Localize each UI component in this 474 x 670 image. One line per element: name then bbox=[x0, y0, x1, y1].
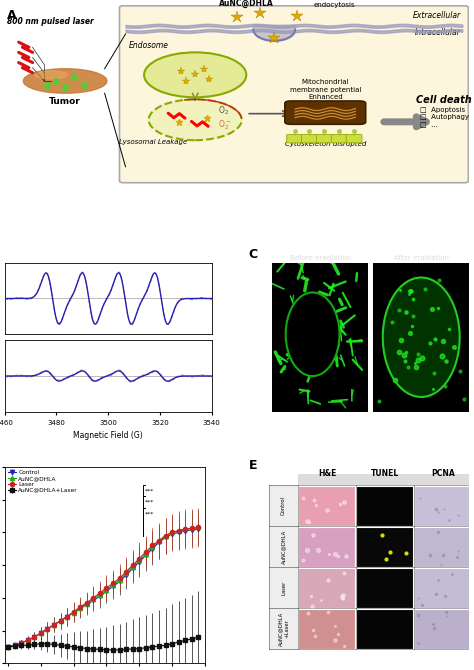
Bar bbox=[414, 609, 471, 649]
Text: ***: *** bbox=[145, 488, 155, 493]
Ellipse shape bbox=[35, 71, 67, 79]
Legend: Control, AuNC@DHLA, Laser, AuNC@DHLA+Laser: Control, AuNC@DHLA, Laser, AuNC@DHLA+Las… bbox=[8, 470, 78, 492]
Text: Endosome: Endosome bbox=[129, 42, 169, 50]
Text: Extracellular: Extracellular bbox=[413, 11, 461, 19]
Text: AuNC@DHLA
+Laser: AuNC@DHLA +Laser bbox=[278, 612, 289, 646]
Text: Intracellular: Intracellular bbox=[415, 28, 461, 37]
Bar bbox=[269, 608, 298, 649]
Text: □  Apoptosis: □ Apoptosis bbox=[420, 107, 465, 113]
Text: H&E: H&E bbox=[318, 468, 336, 478]
Text: O$_2$: O$_2$ bbox=[219, 105, 229, 117]
Text: O$_2^-$: O$_2^-$ bbox=[219, 118, 231, 131]
Text: ***: *** bbox=[145, 511, 155, 516]
Bar bbox=[414, 527, 471, 567]
Text: Tumor: Tumor bbox=[49, 97, 81, 107]
Circle shape bbox=[286, 293, 339, 376]
Bar bbox=[269, 485, 298, 526]
Bar bbox=[269, 567, 298, 608]
FancyBboxPatch shape bbox=[285, 101, 365, 124]
Text: AuNC@DHLA: AuNC@DHLA bbox=[219, 0, 273, 9]
Text: Control: Control bbox=[281, 496, 286, 515]
Text: TUNEL: TUNEL bbox=[371, 468, 399, 478]
Circle shape bbox=[149, 99, 242, 140]
Title: Before irradiation: Before irradiation bbox=[290, 255, 351, 261]
Bar bbox=[298, 609, 355, 649]
Circle shape bbox=[144, 52, 246, 97]
Ellipse shape bbox=[23, 69, 107, 93]
FancyBboxPatch shape bbox=[301, 135, 318, 143]
FancyBboxPatch shape bbox=[331, 135, 347, 143]
Text: ***: *** bbox=[145, 500, 155, 505]
Bar bbox=[298, 486, 355, 526]
Text: Cytoskeleton disrupted: Cytoskeleton disrupted bbox=[284, 141, 366, 147]
Text: PCNA: PCNA bbox=[431, 468, 455, 478]
Text: C: C bbox=[248, 248, 257, 261]
Bar bbox=[356, 527, 413, 567]
Text: A: A bbox=[7, 9, 17, 23]
Text: □  ...: □ ... bbox=[420, 122, 438, 128]
X-axis label: Magnetic Field (G): Magnetic Field (G) bbox=[73, 431, 143, 440]
Bar bbox=[414, 486, 471, 526]
Bar bbox=[298, 474, 472, 485]
Text: E: E bbox=[249, 459, 257, 472]
Bar bbox=[356, 609, 413, 649]
FancyBboxPatch shape bbox=[287, 135, 302, 143]
Bar bbox=[269, 526, 298, 567]
Text: □  Autophagy: □ Autophagy bbox=[420, 115, 469, 121]
Bar bbox=[356, 486, 413, 526]
Text: 800 nm pulsed laser: 800 nm pulsed laser bbox=[7, 17, 94, 26]
FancyBboxPatch shape bbox=[317, 135, 332, 143]
Bar bbox=[298, 568, 355, 608]
Text: Cell death: Cell death bbox=[416, 95, 472, 105]
Title: After irradiation: After irradiation bbox=[394, 255, 449, 261]
Bar bbox=[356, 568, 413, 608]
Bar bbox=[298, 527, 355, 567]
Text: Mitochondrial
membrane potential
Enhanced: Mitochondrial membrane potential Enhance… bbox=[290, 79, 361, 100]
Bar bbox=[414, 568, 471, 608]
Text: Caveolae-mediated
endocytosis: Caveolae-mediated endocytosis bbox=[301, 0, 368, 9]
Text: AuNC@DHLA: AuNC@DHLA bbox=[281, 529, 286, 563]
FancyBboxPatch shape bbox=[119, 6, 468, 183]
Text: Lysosomal Leakage: Lysosomal Leakage bbox=[119, 139, 188, 145]
FancyBboxPatch shape bbox=[346, 135, 362, 143]
Circle shape bbox=[383, 277, 460, 397]
Text: Laser: Laser bbox=[281, 580, 286, 595]
